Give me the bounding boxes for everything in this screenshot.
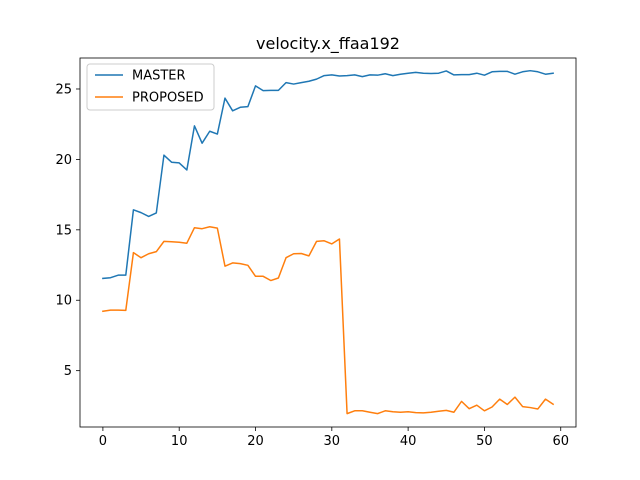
x-tick-label: 40 <box>400 434 417 449</box>
y-tick-label: 20 <box>55 153 72 168</box>
series-line-master <box>102 69 554 280</box>
y-tick-label: 5 <box>64 364 72 379</box>
x-tick-label: 20 <box>247 434 264 449</box>
x-tick-label: 50 <box>476 434 493 449</box>
plot-frame <box>79 57 577 428</box>
x-tick-label: 60 <box>552 434 569 449</box>
y-tick-label: 25 <box>55 82 72 97</box>
x-axis: 0 10 20 30 40 50 60 <box>99 427 569 449</box>
legend: MASTER PROPOSED <box>86 63 215 111</box>
legend-label-master: MASTER <box>132 69 186 84</box>
y-tick-label: 10 <box>55 294 72 309</box>
x-tick-label: 0 <box>99 434 107 449</box>
series-line-proposed <box>102 225 555 415</box>
chart-title: velocity.x_ffaa192 <box>256 34 400 54</box>
x-tick-label: 10 <box>171 434 188 449</box>
y-tick-label: 15 <box>55 223 72 238</box>
y-axis: 5 10 15 20 25 <box>55 82 80 379</box>
legend-label-proposed: PROPOSED <box>132 91 204 106</box>
plot-area <box>79 57 577 428</box>
x-tick-label: 30 <box>324 434 341 449</box>
